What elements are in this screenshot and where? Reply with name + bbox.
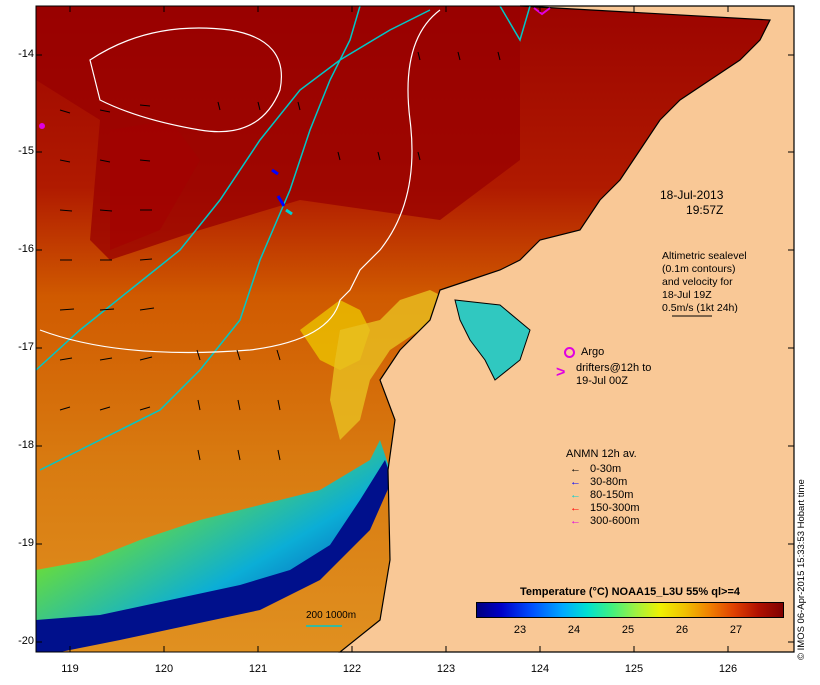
colorbar-tick: 25 <box>621 624 635 636</box>
drifters-line: drifters@12h to <box>576 362 652 374</box>
anmn-legend: ANMN 12h av. ← 0-30m ← 30-80m ← 80-150m … <box>566 448 640 528</box>
x-tick-label: 120 <box>154 663 174 675</box>
mooring-marker-1 <box>271 168 279 176</box>
anmn-item: ← 300-600m <box>566 515 640 528</box>
altimetry-line: and velocity for <box>662 276 733 288</box>
colorbar-tick: 24 <box>567 624 581 636</box>
colorbar-tick: 27 <box>729 624 743 636</box>
arrow-left-icon: ← <box>570 463 581 475</box>
anmn-item-label: 300-600m <box>590 515 640 527</box>
y-tick-label: -19 <box>18 537 34 549</box>
temperature-colorbar <box>476 602 784 618</box>
mooring-marker-2 <box>276 195 286 207</box>
date-line: 18-Jul-2013 <box>660 188 724 202</box>
y-tick-label: -16 <box>18 243 34 255</box>
x-tick-label: 119 <box>61 663 79 675</box>
shelf-warm-water <box>330 290 450 440</box>
arrow-left-icon: ← <box>570 489 581 501</box>
argo-circle-icon <box>564 346 575 358</box>
y-tick-label: -15 <box>18 145 34 157</box>
mooring-marker-3 <box>285 208 293 216</box>
depth-contours-label: 200 1000m <box>306 610 357 621</box>
anmn-item-label: 150-300m <box>590 502 640 514</box>
arrow-left-icon: ← <box>570 515 581 527</box>
anmn-item: ← 30-80m <box>566 476 637 489</box>
colorbar-title: Temperature (°C) NOAA15_L3U 55% ql>=4 <box>520 586 740 598</box>
colorbar-tick: 26 <box>675 624 689 636</box>
altimetry-line: 0.5m/s (1kt 24h) <box>662 302 738 314</box>
bathymetry-1000m <box>39 5 361 471</box>
plot-border <box>35 5 795 653</box>
drifter-marker-north <box>533 7 551 16</box>
velocity-arrows <box>59 51 712 461</box>
altimetry-line: Altimetric sealevel <box>662 250 747 262</box>
anmn-title: ANMN 12h av. <box>566 448 637 460</box>
land-mass <box>338 5 795 653</box>
x-tick-label: 123 <box>436 663 456 675</box>
anmn-item: ← 80-150m <box>566 489 637 502</box>
x-tick-label: 126 <box>718 663 738 675</box>
arrow-left-icon: ← <box>570 476 581 488</box>
argo-legend: Argo <box>564 346 604 358</box>
warm-patch <box>110 120 200 250</box>
altimetry-line: (0.1m contours) <box>662 263 736 275</box>
arrow-left-icon: ← <box>570 502 581 514</box>
sealevel-contour-2 <box>39 9 441 354</box>
anmn-item-label: 80-150m <box>590 489 634 501</box>
y-tick-label: -20 <box>18 635 34 647</box>
king-sound-inlet <box>454 299 531 381</box>
x-tick-label: 122 <box>342 663 362 675</box>
y-tick-label: -14 <box>18 48 34 60</box>
drifters-line: 19-Jul 00Z <box>576 375 628 387</box>
x-tick-label: 124 <box>530 663 550 675</box>
y-tick-label: -18 <box>18 439 34 451</box>
time-line: 19:57Z <box>686 203 724 217</box>
sealevel-contour-1 <box>89 27 282 133</box>
argo-label: Argo <box>581 346 605 358</box>
colorbar-tick: 23 <box>513 624 527 636</box>
x-tick-label: 121 <box>248 663 268 675</box>
anmn-item-label: 30-80m <box>590 476 628 488</box>
y-tick-label: -17 <box>18 341 34 353</box>
credit-text: © IMOS 06-Apr-2015 15:33:53 Hobart time <box>796 479 807 660</box>
altimetry-legend: Altimetric sealevel (0.1m contours) and … <box>662 250 747 315</box>
anmn-item-label: 0-30m <box>590 463 622 475</box>
cool-upwelling-band <box>36 440 390 652</box>
drifters-text: drifters@12h to 19-Jul 00Z <box>576 362 651 388</box>
bathymetry-north <box>499 5 531 42</box>
date-label: 18-Jul-2013 19:57Z <box>660 188 723 218</box>
x-tick-label: 125 <box>624 663 644 675</box>
cold-coastal-water <box>36 460 392 652</box>
tick-marks <box>36 6 794 652</box>
drifter-chevron-icon: > <box>556 364 566 381</box>
anmn-item: ← 150-300m <box>566 502 640 515</box>
drifter-marker-west <box>39 123 45 129</box>
anmn-item: ← 0-30m <box>566 463 637 476</box>
altimetry-line: 18-Jul 19Z <box>662 289 712 301</box>
